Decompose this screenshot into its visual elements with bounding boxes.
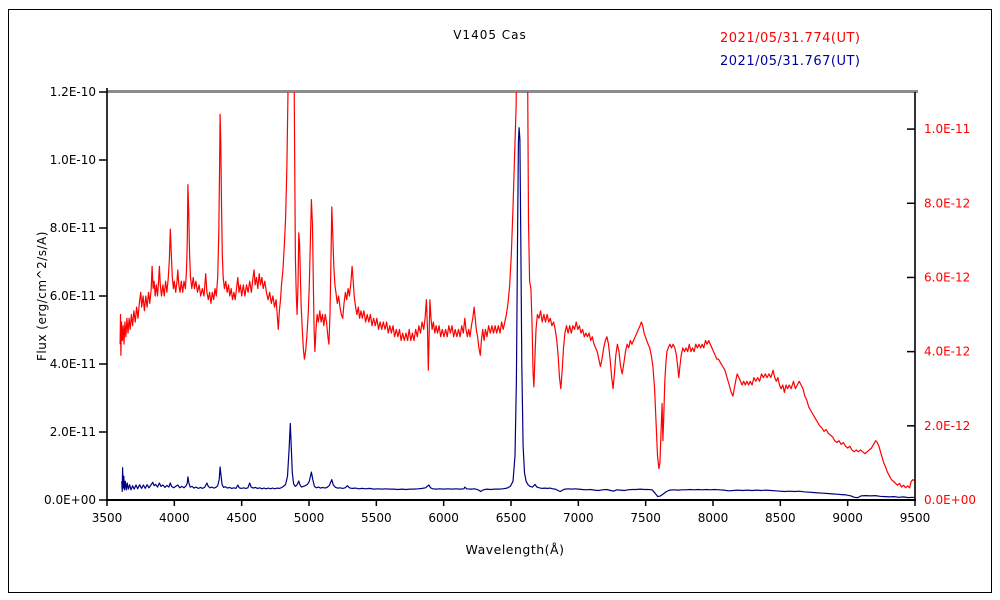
left-axis-tick-label: 8.0E-11: [50, 221, 96, 235]
x-axis-title: Wavelength(Å): [465, 542, 565, 557]
legend-entry-red: 2021/05/31.774(UT): [720, 31, 861, 46]
x-tick-label: 9500: [900, 511, 931, 525]
spectrum-curve-blue: [121, 127, 915, 499]
left-axis-tick-label: 1.2E-10: [50, 85, 96, 99]
y-axis-title: Flux (erg/cm^2/s/A): [35, 231, 49, 361]
x-tick-label: 8500: [765, 511, 796, 525]
right-axis-tick-label: 8.0E-12: [924, 196, 970, 210]
right-axis-tick-label: 6.0E-12: [924, 270, 970, 284]
x-tick-label: 5500: [361, 511, 392, 525]
x-tick-label: 4000: [159, 511, 190, 525]
right-axis-tick-label: 2.0E-12: [924, 419, 970, 433]
plot-top-border: [107, 90, 918, 93]
right-axis-tick-label: 1.0E-11: [924, 122, 970, 136]
right-axis-tick-label: 4.0E-12: [924, 345, 970, 359]
x-tick-label: 5000: [294, 511, 325, 525]
left-axis-tick-label: 1.0E-10: [50, 153, 96, 167]
x-tick-label: 6000: [428, 511, 459, 525]
x-tick-label: 7500: [630, 511, 661, 525]
x-tick-label: 3500: [92, 511, 123, 525]
x-tick-label: 9000: [832, 511, 863, 525]
x-tick-label: 8000: [698, 511, 729, 525]
left-axis-tick-label: 4.0E-11: [50, 357, 96, 371]
left-axis-tick-label: 0.0E+00: [44, 493, 96, 507]
legend-entry-blue: 2021/05/31.767(UT): [720, 54, 861, 69]
right-axis-tick-label: 0.0E+00: [924, 493, 976, 507]
page-title: V1405 Cas: [453, 28, 527, 42]
x-tick-label: 6500: [496, 511, 527, 525]
x-tick-label: 4500: [226, 511, 257, 525]
left-axis-tick-label: 6.0E-11: [50, 289, 96, 303]
outer-frame: [8, 9, 992, 593]
left-axis-tick-label: 2.0E-11: [50, 425, 96, 439]
spectrum-curve-red: [119, 92, 915, 489]
x-tick-label: 7000: [563, 511, 594, 525]
